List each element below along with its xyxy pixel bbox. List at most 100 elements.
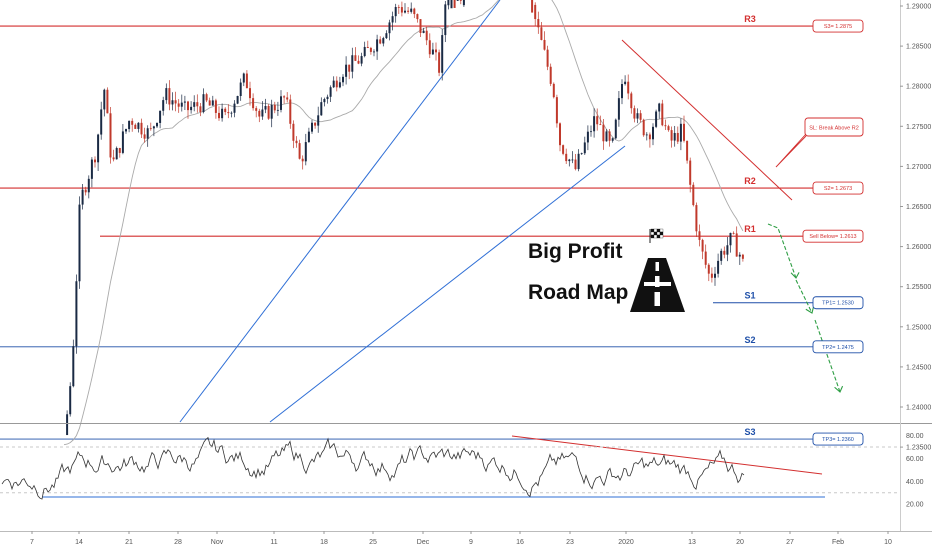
candle-body: [686, 140, 689, 161]
price-tick-label: 1.28500: [906, 44, 931, 51]
time-tick-label: 23: [566, 539, 574, 546]
candle-body: [729, 232, 732, 246]
level-box-text-s1: TP1= 1.2530: [822, 301, 854, 307]
flag-square: [653, 228, 658, 233]
trendlines-layer: [42, 0, 844, 498]
candle-body: [72, 346, 75, 387]
candle-body: [152, 126, 155, 129]
candle-body: [196, 102, 199, 107]
level-label-r1: R1: [744, 224, 756, 234]
candle-body: [462, 0, 465, 6]
level-box-text-r2: S2= 1.2673: [824, 186, 852, 192]
candle-body: [230, 112, 233, 114]
candle-body: [267, 106, 270, 119]
candle-body: [140, 122, 143, 135]
price-tick-label: 1.25000: [906, 324, 931, 331]
candle-body: [78, 204, 81, 282]
flag-square: [650, 234, 655, 239]
candle-body: [379, 39, 382, 44]
candle-body: [590, 131, 592, 133]
candle-body: [614, 119, 617, 139]
price-tick-label: 1.24500: [906, 364, 931, 371]
candle-body: [90, 159, 93, 179]
level-box-text-s3: TP3= 1.2360: [822, 437, 854, 443]
candle-body: [707, 264, 710, 274]
flag-square: [650, 231, 655, 236]
candle-body: [199, 106, 202, 112]
candle-body: [605, 131, 608, 142]
checkered-flag-icon: [649, 228, 664, 243]
candle-body: [221, 108, 224, 119]
level-box-r1: [802, 229, 864, 243]
level-label-r2: R2: [744, 176, 756, 186]
candle-body: [382, 38, 385, 44]
candle-body: [125, 129, 127, 132]
candle-body: [602, 124, 605, 142]
osc-resistance-trendline: [511, 435, 823, 475]
candle-body: [422, 30, 425, 33]
candle-body: [559, 123, 561, 146]
osc-tick-label: 20.00: [906, 502, 924, 509]
projection-arrowhead-2: [805, 306, 815, 314]
icons-layer: Big Profit Road Map: [528, 228, 685, 312]
projection-arrowhead-1: [790, 272, 800, 279]
candle-body: [202, 94, 205, 112]
candle-body: [735, 233, 738, 257]
candle-body: [131, 120, 134, 125]
candle-body: [435, 49, 437, 53]
level-box-r2: [812, 181, 864, 195]
price-tick-label: 1.28000: [906, 84, 931, 91]
price-tick-label: 1.27000: [906, 164, 931, 171]
candle-body: [453, 0, 456, 8]
oscillator-line: [1, 436, 745, 500]
candle-body: [695, 205, 698, 232]
candle-body: [261, 109, 264, 117]
candle-body: [450, 0, 453, 9]
flag-square: [656, 234, 661, 239]
candle-body: [593, 116, 596, 132]
candle-body: [162, 100, 165, 111]
candle-body: [326, 96, 329, 100]
candle-body: [633, 108, 636, 119]
candle-body: [320, 102, 323, 116]
candle-body: [624, 81, 627, 85]
candle-body: [664, 125, 667, 127]
time-tick-label: 9: [469, 539, 473, 546]
candle-body: [627, 81, 630, 94]
level-label-r3: R3: [744, 14, 756, 24]
candle-body: [726, 245, 729, 255]
price-tick-label: 1.25500: [906, 284, 931, 291]
flag-square: [653, 234, 658, 239]
candle-body: [233, 103, 236, 113]
candle-body: [648, 134, 651, 140]
level-box-s1: [812, 296, 864, 310]
candle-body: [630, 93, 633, 109]
candle-body: [431, 49, 434, 55]
candle-body: [311, 122, 313, 132]
time-tick-label: 21: [125, 539, 133, 546]
candle-body: [280, 96, 282, 110]
candle-body: [534, 4, 537, 20]
candle-body: [174, 100, 177, 104]
level-box-s2: [812, 340, 864, 354]
candle-body: [388, 22, 391, 34]
flag-square: [650, 228, 655, 233]
candle-body: [357, 60, 360, 64]
level-label-s3: S3: [744, 427, 755, 437]
candle-body: [562, 145, 565, 154]
candle-body: [366, 46, 369, 48]
candle-body: [652, 126, 654, 140]
time-tick-label: 16: [516, 539, 524, 546]
candle-body: [245, 73, 248, 89]
candle-body: [283, 96, 286, 98]
candle-body: [112, 157, 115, 160]
candle-body: [661, 103, 664, 126]
candle-body: [710, 273, 713, 278]
candle-body: [227, 112, 230, 114]
candle-body: [208, 100, 211, 106]
candle-body: [608, 131, 611, 141]
candle-body: [255, 108, 258, 111]
candle-body: [205, 94, 208, 101]
resistance-trendline: [621, 39, 793, 201]
candle-body: [577, 153, 580, 170]
